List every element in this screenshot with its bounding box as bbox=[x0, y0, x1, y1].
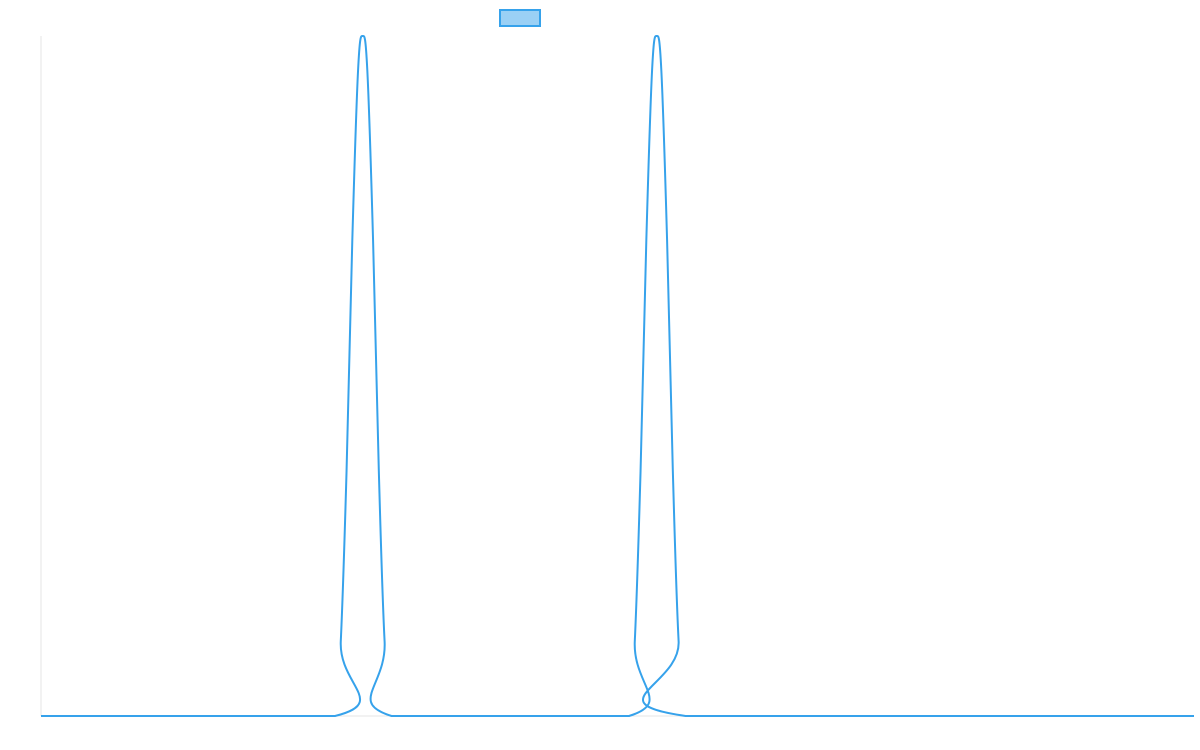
series-line bbox=[41, 34, 1194, 718]
legend-swatch[interactable] bbox=[499, 9, 541, 27]
series-layer bbox=[41, 34, 1194, 718]
